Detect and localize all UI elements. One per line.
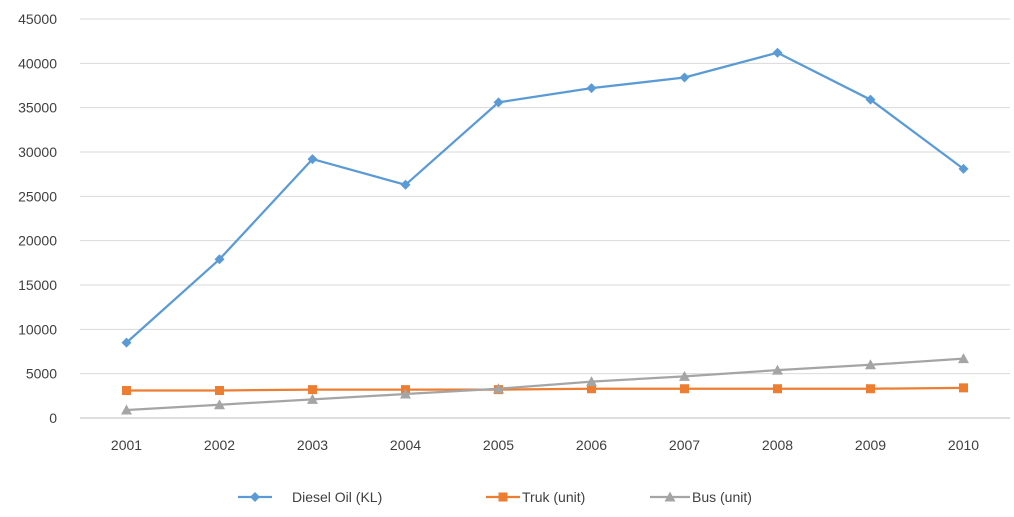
series-2 bbox=[121, 353, 969, 415]
legend-label-2: Bus (unit) bbox=[692, 489, 752, 505]
x-tick-label-2002: 2002 bbox=[204, 437, 235, 453]
series-line-2 bbox=[126, 357, 964, 412]
data-point-0-2003 bbox=[307, 154, 318, 165]
data-point-2-2006 bbox=[586, 376, 597, 387]
data-point-2-2008 bbox=[772, 364, 783, 375]
legend-label-0: Diesel Oil (KL) bbox=[292, 489, 382, 505]
y-tick-label-30000: 30000 bbox=[18, 144, 57, 160]
x-tick-label-2009: 2009 bbox=[855, 437, 886, 453]
x-tick-label-2006: 2006 bbox=[576, 437, 607, 453]
y-tick-label-25000: 25000 bbox=[18, 188, 57, 204]
data-point-0-2007 bbox=[679, 72, 690, 83]
data-point-1-2010 bbox=[959, 383, 968, 393]
data-point-0-2005 bbox=[493, 97, 504, 108]
data-point-1-2003 bbox=[308, 385, 317, 395]
legend-marker-0 bbox=[250, 492, 260, 502]
x-tick-label-2010: 2010 bbox=[948, 437, 979, 453]
data-point-0-2001 bbox=[121, 337, 132, 348]
data-point-1-2009 bbox=[866, 384, 875, 394]
data-point-2-2009 bbox=[865, 359, 876, 370]
data-point-0-2004 bbox=[400, 179, 411, 190]
legend: Diesel Oil (KL) Truk (unit) Bus (unit) bbox=[238, 489, 752, 505]
data-point-2-2010 bbox=[958, 353, 969, 364]
series-line-1 bbox=[126, 386, 964, 392]
x-tick-label-2001: 2001 bbox=[111, 437, 142, 453]
data-point-2-2005 bbox=[493, 383, 504, 394]
data-point-2-2007 bbox=[679, 370, 690, 381]
y-tick-label-20000: 20000 bbox=[18, 233, 57, 249]
legend-item-2: Bus (unit) bbox=[650, 489, 752, 505]
x-tick-label-2003: 2003 bbox=[297, 437, 328, 453]
x-tick-label-2005: 2005 bbox=[483, 437, 514, 453]
legend-item-0: Diesel Oil (KL) bbox=[238, 489, 382, 505]
data-point-2-2004 bbox=[400, 388, 411, 399]
legend-item-1: Truk (unit) bbox=[486, 489, 585, 505]
y-tick-label-45000: 45000 bbox=[18, 11, 57, 27]
data-point-1-2008 bbox=[773, 384, 782, 394]
data-point-2-2002 bbox=[214, 399, 225, 410]
y-tick-label-15000: 15000 bbox=[18, 277, 57, 293]
series-line-0 bbox=[125, 51, 965, 344]
legend-marker-1 bbox=[498, 492, 508, 502]
x-tick-label-2008: 2008 bbox=[762, 437, 793, 453]
y-tick-label-0: 0 bbox=[49, 410, 57, 426]
data-point-2-2003 bbox=[307, 393, 318, 404]
data-point-0-2006 bbox=[586, 83, 597, 94]
y-tick-label-35000: 35000 bbox=[18, 100, 57, 116]
legend-marker-2 bbox=[664, 491, 676, 502]
legend-label-1: Truk (unit) bbox=[522, 489, 585, 505]
x-tick-label-2004: 2004 bbox=[390, 437, 421, 453]
data-point-0-2009 bbox=[865, 94, 876, 105]
series-0 bbox=[121, 47, 969, 348]
data-point-0-2002 bbox=[214, 254, 225, 265]
data-point-2-2001 bbox=[121, 404, 132, 415]
data-point-1-2002 bbox=[215, 386, 224, 396]
y-tick-label-5000: 5000 bbox=[26, 366, 57, 382]
data-point-1-2001 bbox=[122, 386, 131, 396]
y-tick-label-10000: 10000 bbox=[18, 321, 57, 337]
data-point-1-2006 bbox=[587, 384, 596, 394]
data-point-0-2010 bbox=[958, 163, 969, 174]
x-tick-label-2007: 2007 bbox=[669, 437, 700, 453]
y-tick-label-40000: 40000 bbox=[18, 55, 57, 71]
data-point-0-2008 bbox=[772, 47, 783, 58]
data-point-1-2007 bbox=[680, 384, 689, 394]
